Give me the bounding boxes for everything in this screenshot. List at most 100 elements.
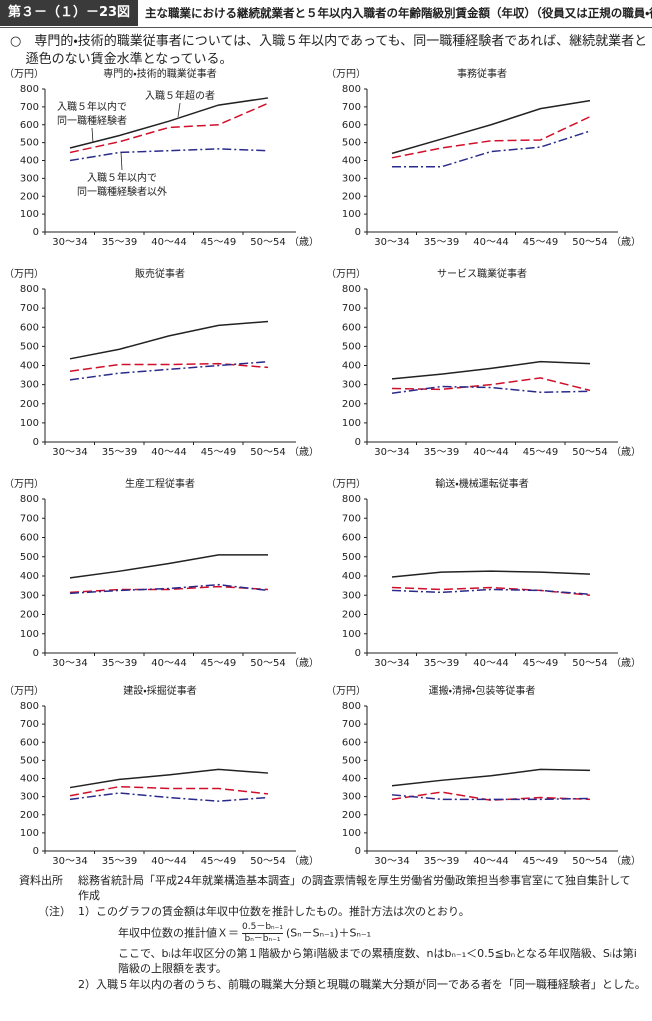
y-tick-label: 400 [20,156,39,167]
y-tick-label: 300 [20,380,39,391]
series-line [391,588,591,596]
y-tick-label: 700 [20,102,39,113]
y-tick-label: 0 [33,227,39,238]
x-tick-label: 40～44 [151,447,186,458]
y-tick-label: 100 [20,828,39,839]
fraction: 0.5－bₙ₋₁ bₙ－bₙ₋₁ [242,922,283,945]
series-line [69,585,269,594]
y-tick-label: 400 [20,361,39,372]
y-tick-label: 100 [342,209,361,220]
x-tick-label: 30～34 [52,237,87,248]
chart-title: 運搬・清掃・包装等従事者 [429,684,536,697]
series-line [392,130,591,168]
y-tick-label: 500 [20,755,39,766]
header-rule [0,27,652,28]
series-line [391,360,591,380]
x-tick-label: 45～49 [523,856,558,867]
x-tick-label: 30～34 [374,856,409,867]
y-tick-label: 0 [33,846,39,857]
notes-label: （注） [38,905,71,918]
annotation: 入職５年超の者 [145,89,215,102]
series-line [69,102,269,154]
y-tick-label: 400 [342,774,361,785]
y-tick-label: 200 [20,399,39,410]
x-unit: （歳） [289,657,319,669]
y-tick-label: 800 [342,284,361,295]
annotation-leader [120,151,123,171]
x-tick-label: 35～39 [102,658,137,669]
y-tick-label: 0 [33,437,39,448]
note: 2）入職５年以内の者のうち、前職の職業大分類と現職の職業大分類が同一である者を「… [78,978,646,991]
annotation-leader [91,127,94,144]
y-tick-label: 300 [342,173,361,184]
y-tick-label: 400 [342,156,361,167]
y-tick-label: 500 [20,138,39,149]
chart-title: 生産工程従事者 [125,477,195,490]
x-unit: （歳） [611,446,641,458]
source-label: 資料出所 [19,874,63,887]
chart-title: 販売従事者 [135,267,185,280]
y-tick-label: 300 [20,792,39,803]
y-tick-label: 200 [342,191,361,202]
y-tick-label: 600 [342,533,361,544]
x-tick-label: 40～44 [151,658,186,669]
series-line [69,554,268,579]
x-tick-label: 30～34 [52,447,87,458]
y-tick-label: 100 [20,629,39,640]
y-unit: （万円） [4,268,44,280]
y-tick-label: 500 [342,138,361,149]
y-tick-label: 600 [342,120,361,131]
series-line [69,785,269,797]
x-tick-label: 30～34 [52,658,87,669]
x-tick-label: 35～39 [102,447,137,458]
y-unit: （万円） [4,685,44,697]
x-tick-label: 35～39 [424,237,459,248]
x-tick-label: 50～54 [250,658,285,669]
annotation: 入職５年以内で [87,171,157,184]
y-tick-label: 600 [20,737,39,748]
y-tick-label: 600 [342,322,361,333]
y-tick-label: 700 [20,719,39,730]
y-tick-label: 100 [342,828,361,839]
y-tick-label: 300 [342,792,361,803]
x-tick-label: 30～34 [52,856,87,867]
y-tick-label: 100 [342,629,361,640]
series-line [69,360,269,381]
x-tick-label: 45～49 [201,856,236,867]
y-tick-label: 800 [20,84,39,95]
y-unit: （万円） [326,478,366,490]
x-tick-label: 50～54 [250,447,285,458]
note: 1）このグラフの賃金額は年収中位数を推計したもの。推計方法は次のとおり。 [78,905,470,918]
y-tick-label: 800 [342,494,361,505]
y-tick-label: 100 [342,418,361,429]
y-tick-label: 200 [342,810,361,821]
x-tick-label: 50～54 [572,447,607,458]
y-tick-label: 600 [342,737,361,748]
x-unit: （歳） [289,855,319,867]
x-tick-label: 50～54 [250,237,285,248]
x-tick-label: 40～44 [473,447,508,458]
y-tick-label: 300 [20,173,39,184]
x-tick-label: 45～49 [523,447,558,458]
series-line [69,362,269,372]
x-unit: （歳） [289,236,319,248]
note-detail: ここで、bᵢは年収区分の第１階級から第i階級までの累積度数、nはbₙ₋₁＜0.5… [118,947,637,975]
y-tick-label: 600 [20,120,39,131]
source-text: 総務省統計局「平成24年就業構造基本調査」の調査票情報を厚生労働省労働政策担当参… [78,874,631,902]
x-tick-label: 35～39 [102,856,137,867]
series-line [391,791,591,802]
x-tick-label: 45～49 [523,658,558,669]
x-unit: （歳） [289,446,319,458]
y-tick-label: 500 [342,341,361,352]
y-tick-label: 700 [342,513,361,524]
x-tick-label: 45～49 [523,237,558,248]
y-unit: （万円） [4,68,44,80]
y-tick-label: 700 [342,102,361,113]
x-tick-label: 40～44 [473,658,508,669]
x-tick-label: 40～44 [151,237,186,248]
x-tick-label: 45～49 [201,237,236,248]
y-tick-label: 500 [20,341,39,352]
annotation-leader [177,102,181,118]
chart-title: 輸送・機械運転従事者 [435,477,528,490]
